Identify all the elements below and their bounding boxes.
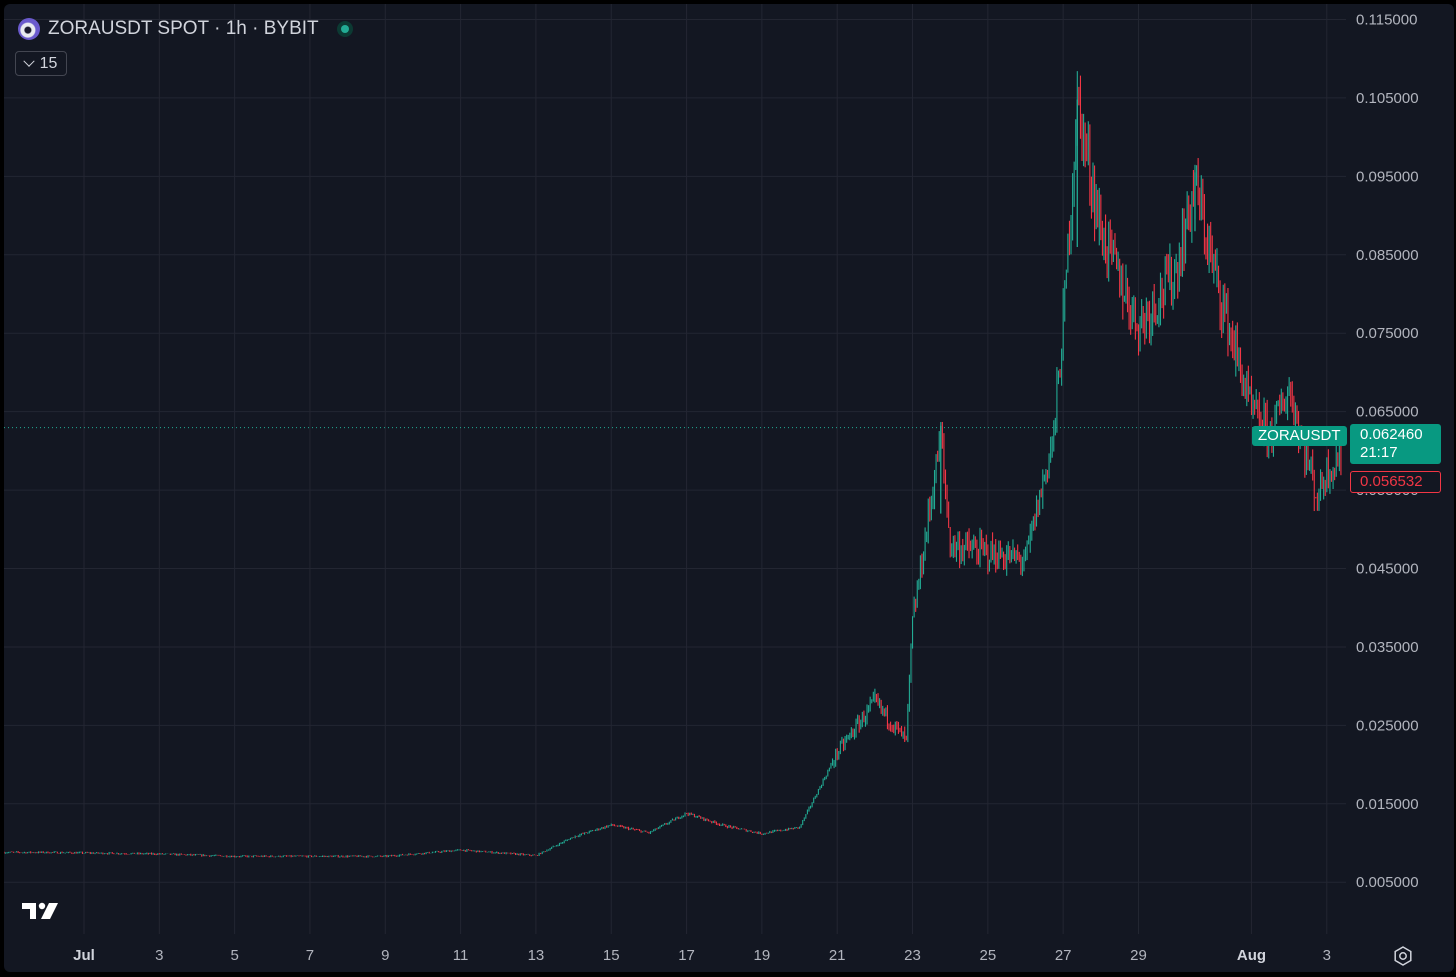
y-tick-label: 0.115000 [1356, 12, 1417, 29]
x-tick-label: Aug [1237, 947, 1266, 964]
x-tick-label: 13 [528, 947, 545, 964]
y-tick-label: 0.025000 [1356, 717, 1419, 734]
gear-icon[interactable] [1392, 945, 1414, 967]
zora-logo-icon [18, 18, 40, 40]
x-tick-label: 15 [603, 947, 620, 964]
x-tick-label: 7 [306, 947, 314, 964]
y-tick-label: 0.015000 [1356, 796, 1419, 813]
x-tick-label: 19 [754, 947, 771, 964]
x-tick-label: 17 [678, 947, 695, 964]
y-tick-label: 0.105000 [1356, 90, 1419, 107]
x-tick-label: 3 [155, 947, 163, 964]
x-tick-label: 25 [979, 947, 996, 964]
last-price-badge: 0.062460 21:17 [1350, 424, 1441, 464]
y-tick-label: 0.005000 [1356, 874, 1419, 891]
indicators-collapse-button[interactable]: 15 [15, 51, 67, 76]
price-chart[interactable]: 0.115000 0.105000 0.095000 0.085000 0.075000… [4, 4, 1454, 972]
x-tick-label: 21 [829, 947, 846, 964]
collapse-count: 15 [39, 54, 58, 72]
bar-countdown: 21:17 [1360, 444, 1398, 461]
x-tick-label: 3 [1323, 947, 1331, 964]
y-tick-label: 0.035000 [1356, 639, 1419, 656]
y-tick-label: 0.085000 [1356, 247, 1419, 264]
y-tick-label: 0.075000 [1356, 325, 1419, 342]
x-tick-label: 5 [230, 947, 238, 964]
x-tick-label: 11 [453, 947, 469, 964]
symbol-header[interactable]: ZORAUSDT SPOT · 1h · BYBIT [18, 18, 353, 40]
x-tick-label: 9 [381, 947, 389, 964]
chevron-down-icon [22, 55, 35, 67]
last-price: 0.062460 [1360, 426, 1423, 443]
x-tick-label: 23 [904, 947, 921, 964]
market-status-dot [336, 21, 353, 37]
y-tick-label: 0.065000 [1356, 404, 1419, 421]
low-price-marker: 0.056532 [1350, 471, 1441, 493]
tradingview-logo[interactable] [22, 900, 66, 922]
y-tick-label: 0.045000 [1356, 561, 1419, 578]
x-tick-label: 29 [1130, 947, 1147, 964]
chart-area[interactable]: 0.115000 0.105000 0.095000 0.085000 0.075000… [4, 4, 1454, 972]
symbol-title: ZORAUSDT SPOT · 1h · BYBIT [48, 18, 319, 39]
x-tick-label: 27 [1055, 947, 1072, 964]
x-tick-label: Jul [73, 947, 95, 964]
symbol-price-badge: ZORAUSDT [1252, 426, 1347, 446]
y-tick-label: 0.095000 [1356, 168, 1419, 185]
candles [4, 71, 1342, 858]
